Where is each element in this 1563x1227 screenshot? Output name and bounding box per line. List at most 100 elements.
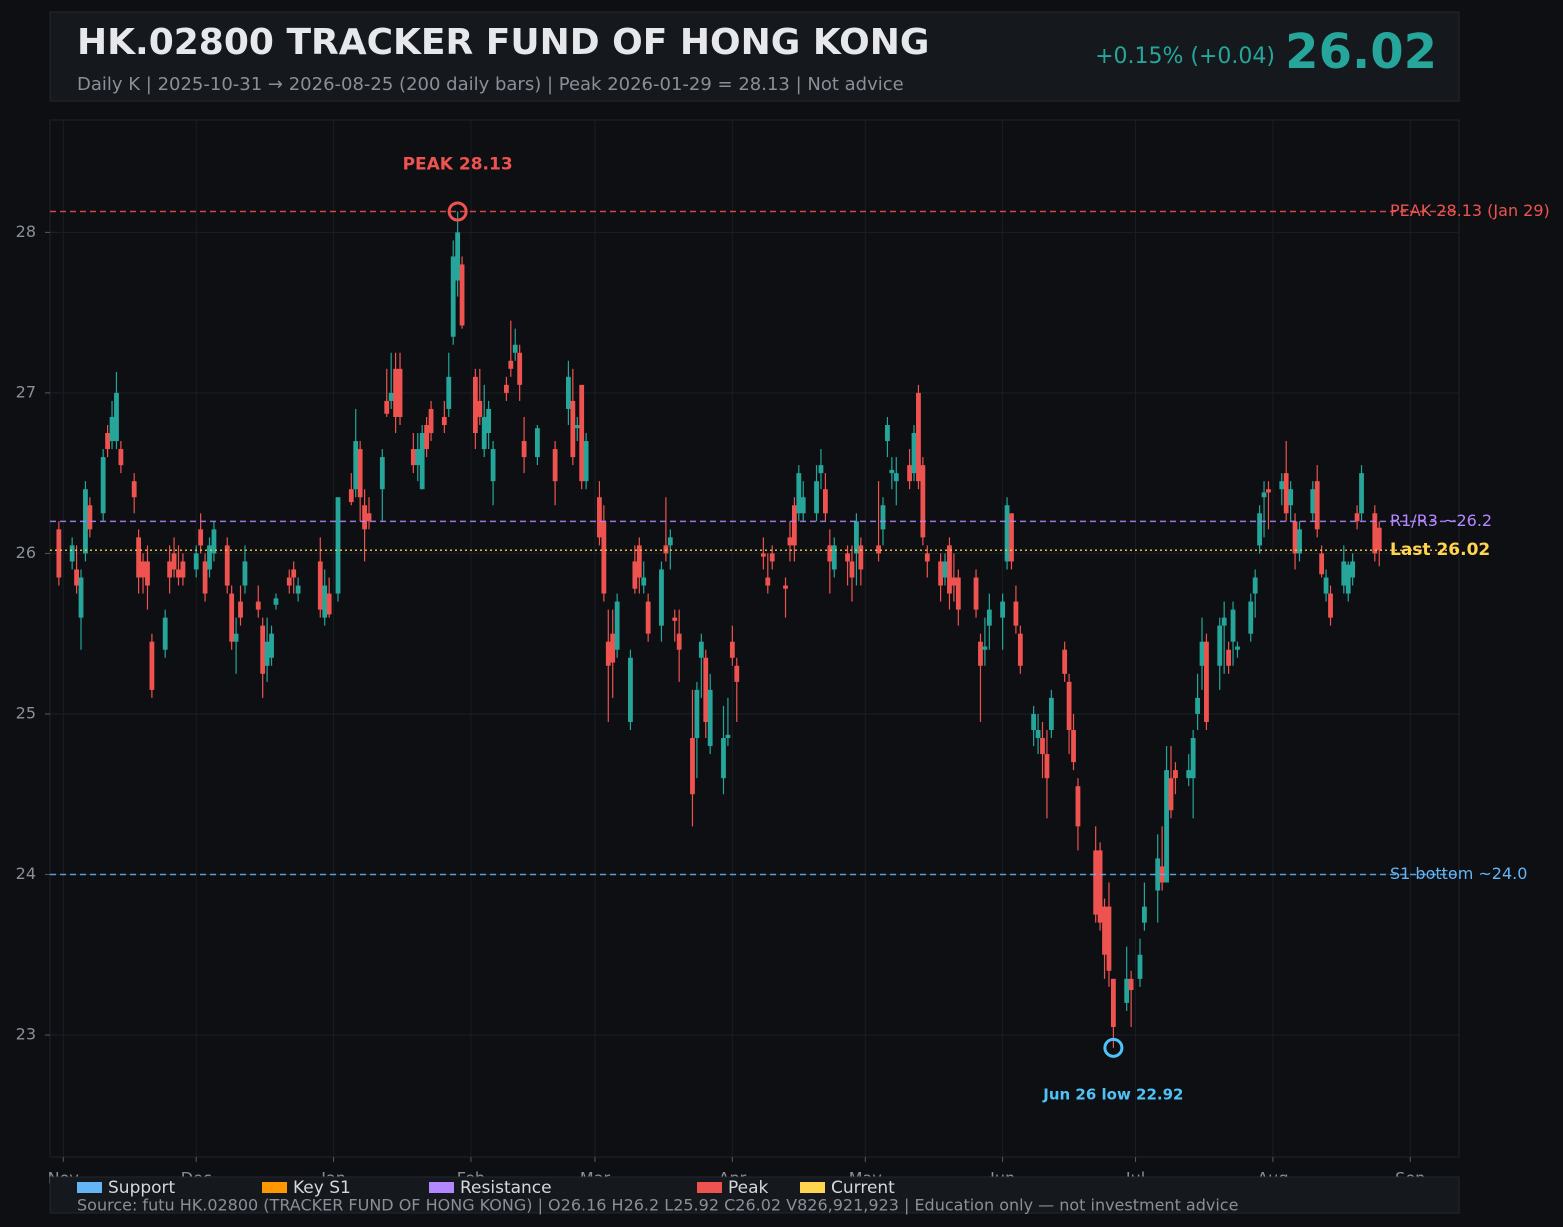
candle-body — [1173, 770, 1178, 779]
candle-body — [907, 465, 912, 482]
candle-body — [366, 513, 372, 522]
candle-body — [348, 489, 354, 503]
candle-body — [477, 400, 483, 417]
candle-body — [260, 625, 266, 674]
candle-body — [176, 569, 181, 578]
candle-body — [769, 553, 775, 562]
candle-body — [171, 553, 177, 570]
candle-body — [517, 352, 523, 385]
candle-body — [162, 617, 168, 650]
candle-body — [663, 545, 669, 554]
candle-body — [760, 553, 766, 557]
candle-body — [291, 569, 297, 578]
candle-body — [845, 553, 850, 562]
candle-body — [1261, 492, 1267, 498]
candle-body — [854, 521, 859, 554]
candle-body — [384, 400, 390, 414]
candle-body — [1354, 513, 1360, 522]
candle-body — [889, 469, 895, 474]
candle-body — [570, 400, 576, 458]
candle-body — [410, 449, 416, 466]
level-label: Last 26.02 — [1390, 540, 1490, 560]
candle-body — [455, 232, 461, 281]
candle-body — [1124, 978, 1130, 1003]
candle-body — [1226, 649, 1231, 666]
candle-body — [74, 569, 79, 586]
candle-body — [667, 537, 673, 546]
candle-body — [690, 738, 695, 795]
candle-body — [486, 408, 492, 434]
candle-body — [1359, 473, 1364, 514]
last-price: 26.02 — [1285, 24, 1437, 80]
candle-body — [1110, 978, 1116, 1027]
candle-body — [419, 433, 425, 490]
candle-body — [1013, 601, 1019, 626]
candle-body — [1319, 553, 1325, 575]
candle-body — [947, 545, 952, 594]
candle-body — [472, 376, 478, 434]
chart-subtitle: Daily K | 2025-10-31 → 2026-08-25 (200 d… — [77, 74, 904, 95]
legend-label: Support — [108, 1178, 176, 1198]
candle-body — [1288, 489, 1294, 506]
candle-body — [951, 577, 957, 586]
candle-body — [362, 505, 367, 530]
candle-body — [1328, 593, 1333, 618]
candle-body — [1204, 641, 1209, 722]
level-label: PEAK 28.13 (Jan 29) — [1390, 201, 1550, 220]
candle-body — [978, 641, 983, 666]
legend-swatch — [697, 1182, 722, 1193]
marker-label: Jun 26 low 22.92 — [1042, 1085, 1183, 1103]
candle-body — [876, 545, 881, 554]
candle-body — [986, 609, 992, 626]
candle-body — [916, 392, 921, 482]
candle-body — [140, 561, 146, 578]
candle-body — [566, 376, 571, 409]
candle-body — [1310, 489, 1316, 514]
candle-body — [1066, 681, 1072, 730]
candle-body — [800, 497, 806, 514]
candle-body — [583, 441, 589, 482]
candle-body — [645, 601, 651, 634]
candle-body — [1128, 978, 1134, 991]
candle-body — [1035, 730, 1041, 739]
marker-circle — [1103, 1037, 1124, 1058]
candle-body — [379, 457, 385, 490]
candle-body — [827, 545, 833, 562]
candle-body — [508, 360, 514, 369]
candle-body — [1292, 521, 1298, 554]
candle-body — [938, 561, 943, 586]
candle-body — [490, 449, 496, 482]
candle-body — [286, 577, 292, 586]
legend-label: Peak — [728, 1178, 769, 1198]
candle-body — [1279, 481, 1285, 490]
candle-body — [78, 577, 84, 618]
level-label: R1/R3 ~26.2 — [1390, 511, 1492, 530]
candle-body — [1164, 770, 1169, 883]
legend-label: Current — [831, 1178, 895, 1198]
candle-body — [415, 449, 421, 466]
candle-body — [597, 497, 602, 538]
candle-body — [1137, 954, 1143, 979]
candle-body — [397, 368, 403, 417]
candle-body — [614, 601, 620, 650]
candle-body — [814, 481, 819, 514]
candle-body — [393, 368, 399, 417]
candle-body — [822, 489, 828, 514]
candle-body — [579, 384, 585, 482]
candle-body — [1142, 906, 1147, 923]
candle-body — [1221, 617, 1227, 626]
candle-body — [796, 473, 802, 514]
candle-body — [725, 734, 731, 739]
candle-body — [858, 545, 864, 570]
candle-body — [224, 545, 230, 586]
candle-body — [765, 577, 771, 586]
candle-body — [109, 416, 115, 442]
candle-body — [1062, 649, 1068, 674]
candle-body — [357, 449, 363, 498]
candle-body — [1195, 697, 1200, 714]
candle-body — [131, 481, 137, 498]
candle-body — [1257, 513, 1263, 546]
candle-body — [105, 433, 111, 450]
candle-body — [87, 505, 93, 530]
